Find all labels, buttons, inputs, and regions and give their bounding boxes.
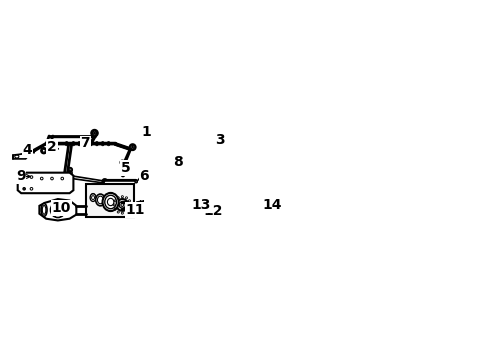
Text: 4: 4 xyxy=(22,143,32,157)
Polygon shape xyxy=(40,199,76,220)
Ellipse shape xyxy=(96,194,105,206)
Ellipse shape xyxy=(93,132,95,134)
Polygon shape xyxy=(18,173,73,193)
Ellipse shape xyxy=(120,160,124,165)
Text: 13: 13 xyxy=(191,198,211,212)
Ellipse shape xyxy=(121,174,124,176)
Ellipse shape xyxy=(102,179,107,184)
Text: 6: 6 xyxy=(139,170,148,184)
Ellipse shape xyxy=(41,148,46,153)
Ellipse shape xyxy=(132,147,133,148)
Text: 3: 3 xyxy=(215,134,224,148)
Ellipse shape xyxy=(129,144,135,150)
Polygon shape xyxy=(13,154,28,159)
Ellipse shape xyxy=(116,199,128,211)
Ellipse shape xyxy=(41,203,47,216)
Text: 12: 12 xyxy=(203,204,223,218)
Ellipse shape xyxy=(135,181,137,183)
Ellipse shape xyxy=(197,202,203,209)
Text: 8: 8 xyxy=(173,156,183,170)
Text: 7: 7 xyxy=(80,136,90,150)
Text: 2: 2 xyxy=(47,140,57,154)
Ellipse shape xyxy=(69,176,73,179)
Text: 14: 14 xyxy=(262,198,281,212)
Polygon shape xyxy=(137,199,157,212)
Text: 11: 11 xyxy=(125,203,145,217)
Bar xyxy=(85,184,134,217)
Ellipse shape xyxy=(91,193,95,199)
Text: 10: 10 xyxy=(52,201,71,215)
Polygon shape xyxy=(251,199,267,211)
Ellipse shape xyxy=(102,193,119,211)
Ellipse shape xyxy=(50,202,65,217)
Ellipse shape xyxy=(91,130,98,136)
Text: 5: 5 xyxy=(120,161,130,175)
Ellipse shape xyxy=(90,194,96,201)
Ellipse shape xyxy=(68,168,72,172)
Text: 1: 1 xyxy=(141,125,151,139)
Ellipse shape xyxy=(84,145,89,149)
Text: 9: 9 xyxy=(16,170,25,184)
